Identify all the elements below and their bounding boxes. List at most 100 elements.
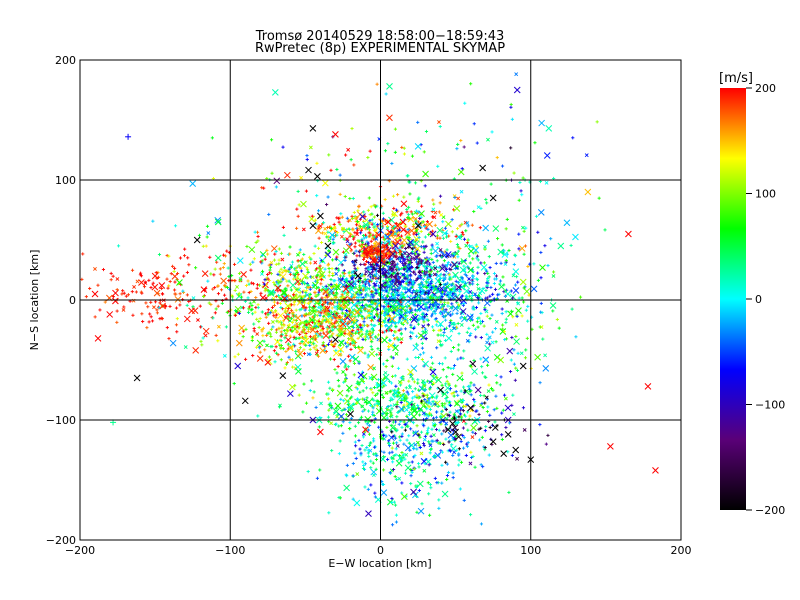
data-point	[415, 334, 419, 338]
data-point	[326, 342, 331, 347]
data-point	[422, 351, 426, 355]
data-point	[446, 301, 450, 305]
colorbar-tick-label: 200	[755, 82, 776, 95]
data-point	[343, 252, 348, 257]
data-point	[377, 302, 381, 306]
data-point	[443, 318, 448, 322]
data-point	[306, 352, 311, 357]
data-point	[273, 360, 277, 364]
data-point	[381, 336, 388, 344]
data-point	[513, 253, 517, 257]
data-point	[441, 334, 446, 338]
data-point	[370, 331, 375, 335]
data-point	[375, 353, 379, 357]
data-point	[381, 279, 385, 283]
data-point	[430, 325, 435, 329]
y-tick-label: 100	[55, 174, 76, 187]
data-point	[363, 351, 367, 355]
data-point	[298, 248, 302, 252]
colorbar-tick-label: 0	[755, 293, 762, 306]
data-point	[323, 267, 327, 271]
data-point	[435, 241, 440, 246]
data-point	[416, 232, 421, 236]
data-point	[484, 309, 489, 314]
y-axis-label: N−S location [km]	[28, 250, 41, 351]
data-point	[302, 252, 306, 257]
data-point	[360, 272, 364, 276]
data-point	[413, 345, 418, 350]
data-point	[387, 288, 391, 292]
data-point	[463, 281, 468, 285]
colorbar-tick-label: −200	[755, 504, 785, 517]
data-point	[442, 327, 447, 331]
chart-title: Tromsø 20140529 18:58:00−18:59:43	[255, 29, 505, 44]
data-point	[348, 353, 356, 361]
data-point	[468, 333, 472, 338]
data-point	[375, 279, 379, 283]
data-point	[439, 333, 443, 337]
x-axis-ticks: −200 −100 0 100 200	[65, 544, 692, 557]
data-point	[359, 325, 363, 330]
data-point	[305, 266, 309, 270]
data-point	[435, 259, 439, 263]
data-point	[371, 285, 375, 289]
colorbar-tick-label: −100	[755, 399, 785, 412]
data-point	[341, 284, 346, 288]
data-point	[430, 312, 435, 316]
data-point	[418, 314, 426, 322]
y-tick-label: 200	[55, 54, 76, 67]
data-point	[455, 311, 459, 315]
data-point	[475, 320, 479, 324]
data-point	[421, 277, 426, 282]
data-point	[404, 311, 408, 315]
data-point	[422, 320, 426, 324]
data-point	[331, 258, 335, 262]
data-point	[332, 279, 336, 283]
data-point	[434, 323, 438, 327]
data-point	[455, 295, 462, 303]
data-point	[464, 229, 468, 233]
colorbar-gradient	[720, 88, 746, 510]
data-point	[432, 328, 436, 332]
data-point	[459, 323, 464, 327]
data-point	[467, 326, 471, 330]
data-point	[449, 319, 453, 323]
data-point	[462, 349, 466, 353]
data-point	[333, 305, 337, 309]
data-point	[369, 323, 373, 327]
data-point	[461, 303, 466, 307]
data-point	[526, 319, 530, 323]
data-point	[486, 337, 490, 341]
data-point	[389, 355, 393, 359]
data-point	[498, 279, 503, 283]
colorbar-label: [m/s]	[719, 71, 753, 86]
data-point	[353, 315, 357, 319]
data-point	[430, 314, 434, 318]
data-point	[393, 343, 397, 347]
data-point	[333, 310, 337, 314]
data-point	[342, 274, 346, 278]
data-point	[300, 314, 304, 318]
data-point	[414, 355, 418, 360]
data-point	[393, 247, 398, 251]
data-point	[476, 282, 480, 287]
data-point	[420, 341, 424, 345]
data-point	[477, 301, 481, 305]
data-point	[409, 325, 413, 329]
data-point	[456, 245, 460, 249]
data-point	[462, 264, 466, 268]
data-point	[282, 233, 286, 237]
data-point	[351, 325, 356, 330]
data-point	[420, 346, 425, 350]
x-tick-label: 100	[520, 544, 541, 557]
data-point	[360, 303, 365, 308]
x-tick-label: 0	[377, 544, 384, 557]
data-point	[386, 291, 391, 295]
data-point	[536, 278, 540, 282]
data-point	[513, 283, 518, 287]
data-point	[444, 273, 448, 277]
